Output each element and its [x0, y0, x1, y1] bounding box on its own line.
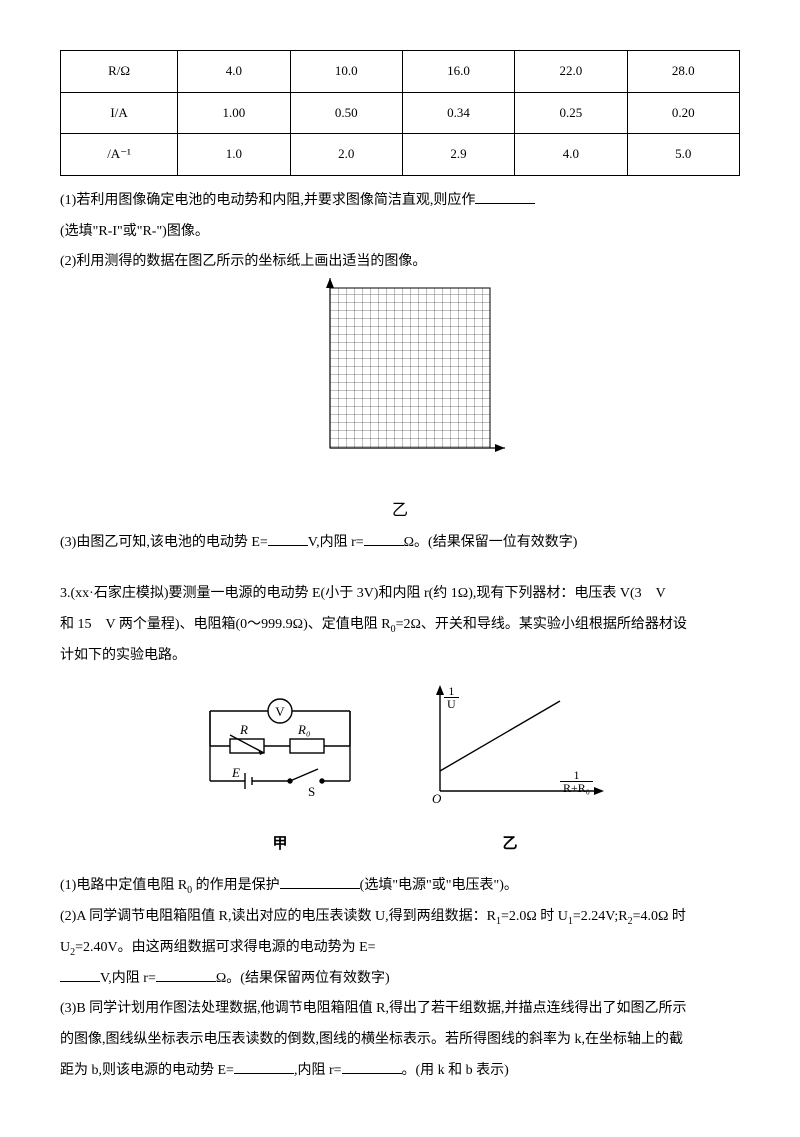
t: (选填"电源"或"电压表")。: [360, 878, 518, 893]
p3-s2-l2: U2=2.40V。由这两组数据可求得电源的电动势为 E=: [60, 933, 740, 964]
cell: 1.0: [178, 134, 290, 176]
p3-s1: (1)电路中定值电阻 R0 的作用是保护(选填"电源"或"电压表")。: [60, 871, 740, 902]
t: 和 15 V 两个量程)、电阻箱(0～999.9Ω)、定值电阻 R: [60, 617, 391, 632]
q1-line2: (选填"R-I"或"R-")图像。: [60, 217, 740, 248]
blank: [156, 967, 216, 982]
cell: 10.0: [290, 51, 402, 93]
circuit-icon: V R R₀ E S: [190, 681, 370, 811]
blank: [280, 874, 360, 889]
figure-row: V R R₀ E S 甲 O 1 U: [60, 681, 740, 861]
graph-figure: O 1 U 1 R+R₀ 乙: [410, 681, 610, 861]
p3-s2-l3: V,内阻 r= Ω。(结果保留两位有效数字): [60, 964, 740, 995]
cell: 16.0: [402, 51, 514, 93]
q3-b: V,内阻 r=: [308, 535, 364, 550]
grid-figure: 乙: [60, 278, 740, 528]
p3-s3-l1: (3)B 同学计划用作图法处理数据,他调节电阻箱阻值 R,得出了若干组数据,并描…: [60, 994, 740, 1025]
x-axis-label: 1 R+R₀: [560, 770, 593, 795]
blank: [234, 1059, 294, 1074]
cell: 2.9: [402, 134, 514, 176]
table-row: /A⁻¹ 1.0 2.0 2.9 4.0 5.0: [61, 134, 740, 176]
blank: [475, 189, 535, 204]
cell: /A⁻¹: [61, 134, 178, 176]
p3-s3-l2: 的图像,图线纵坐标表示电压表读数的倒数,图线的横坐标表示。若所得图线的斜率为 k…: [60, 1025, 740, 1056]
cell: 4.0: [178, 51, 290, 93]
e-label: E: [231, 765, 240, 780]
q2-text: (2)利用测得的数据在图乙所示的坐标纸上画出适当的图像。: [60, 247, 740, 278]
p3-intro-a: 3.(xx·石家庄模拟)要测量一电源的电动势 E(小于 3V)和内阻 r(约 1…: [60, 579, 740, 610]
p3-intro-c: 计如下的实验电路。: [60, 641, 740, 672]
p3-s2-l1: (2)A 同学调节电阻箱阻值 R,读出对应的电压表读数 U,得到两组数据：R1=…: [60, 902, 740, 933]
r-label: R: [239, 722, 248, 737]
t: U: [60, 940, 70, 955]
cell: R/Ω: [61, 51, 178, 93]
origin-label: O: [432, 791, 442, 806]
t: =2Ω、开关和导线。某实验小组根据所给器材设: [396, 617, 687, 632]
circuit-caption: 甲: [190, 828, 370, 861]
cell: 5.0: [627, 134, 739, 176]
t: =2.40V。由这两组数据可求得电源的电动势为 E=: [75, 940, 375, 955]
data-table: R/Ω 4.0 10.0 16.0 22.0 28.0 I/A 1.00 0.5…: [60, 50, 740, 176]
q3-c: Ω。(结果保留一位有效数字): [404, 535, 578, 550]
r0-label: R₀: [297, 722, 310, 737]
cell: 0.34: [402, 92, 514, 134]
cell: 2.0: [290, 134, 402, 176]
t: Ω。(结果保留两位有效数字): [216, 971, 390, 986]
cell: 0.50: [290, 92, 402, 134]
blank: [342, 1059, 402, 1074]
t: 。(用 k 和 b 表示): [402, 1063, 509, 1078]
cell: 22.0: [515, 51, 627, 93]
t: 距为 b,则该电源的电动势 E=: [60, 1063, 234, 1078]
den: R+R₀: [560, 783, 593, 795]
t: =2.24V;R: [573, 909, 628, 924]
table-row: R/Ω 4.0 10.0 16.0 22.0 28.0: [61, 51, 740, 93]
s-label: S: [308, 784, 315, 799]
t: ,内阻 r=: [294, 1063, 342, 1078]
voltmeter-label: V: [275, 704, 285, 719]
t: V,内阻 r=: [100, 971, 156, 986]
t: 的作用是保护: [192, 878, 280, 893]
t: (1)电路中定值电阻 R: [60, 878, 187, 893]
table-row: I/A 1.00 0.50 0.34 0.25 0.20: [61, 92, 740, 134]
q1-line1: (1)若利用图像确定电池的电动势和内阻,并要求图像简洁直观,则应作: [60, 186, 740, 217]
t: =2.0Ω 时 U: [501, 909, 568, 924]
grid-label: 乙: [290, 493, 510, 528]
cell: 4.0: [515, 134, 627, 176]
y-axis-label: 1 U: [444, 686, 459, 711]
graph-icon: O 1 U 1 R+R₀: [410, 681, 610, 811]
den: U: [444, 699, 459, 711]
blank: [60, 967, 100, 982]
q1-text-a: (1)若利用图像确定电池的电动势和内阻,并要求图像简洁直观,则应作: [60, 193, 475, 208]
q3-a: (3)由图乙可知,该电池的电动势 E=: [60, 535, 268, 550]
p3-intro-b: 和 15 V 两个量程)、电阻箱(0～999.9Ω)、定值电阻 R0=2Ω、开关…: [60, 610, 740, 641]
blank: [268, 531, 308, 546]
q3-line: (3)由图乙可知,该电池的电动势 E= V,内阻 r= Ω。(结果保留一位有效数字): [60, 528, 740, 559]
cell: 1.00: [178, 92, 290, 134]
graph-grid-icon: [290, 278, 510, 478]
cell: 0.20: [627, 92, 739, 134]
graph-caption: 乙: [410, 828, 610, 861]
blank: [364, 531, 404, 546]
t: (2)A 同学调节电阻箱阻值 R,读出对应的电压表读数 U,得到两组数据：R: [60, 909, 496, 924]
circuit-figure: V R R₀ E S 甲: [190, 681, 370, 861]
p3-s3-l3: 距为 b,则该电源的电动势 E= ,内阻 r= 。(用 k 和 b 表示): [60, 1056, 740, 1087]
cell: I/A: [61, 92, 178, 134]
t: =4.0Ω 时: [633, 909, 686, 924]
cell: 0.25: [515, 92, 627, 134]
cell: 28.0: [627, 51, 739, 93]
